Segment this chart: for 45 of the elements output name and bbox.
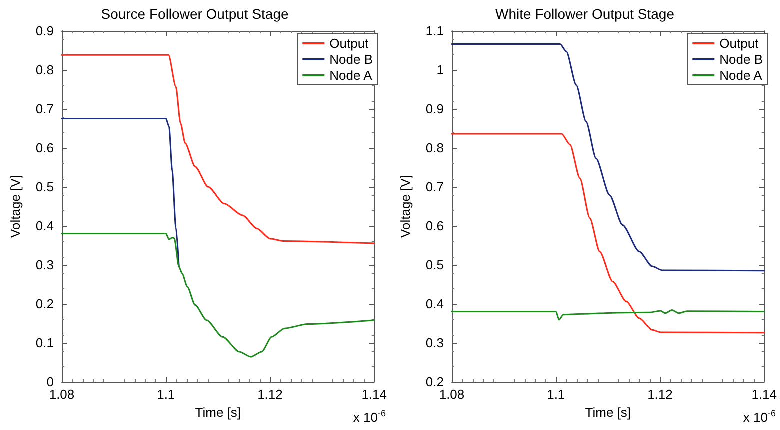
line-series — [451, 133, 766, 334]
x-tick-label: 1.08 — [439, 387, 465, 402]
y-tick-label: 0.4 — [36, 218, 54, 234]
y-axis-title: Voltage [V] — [398, 175, 413, 238]
chart-title: Source Follower Output Stage — [101, 6, 289, 22]
x-tick-label: 1.12 — [258, 387, 283, 402]
y-tick-label: 0.9 — [426, 102, 444, 116]
x-tick-label: 1.14 — [362, 387, 388, 402]
y-tick-label: 0.8 — [36, 62, 54, 78]
legend-label: Node B — [330, 52, 374, 67]
y-tick-label: 0.8 — [426, 140, 444, 156]
x-tick-label: 1.1 — [547, 387, 566, 402]
y-tick-label: 0.7 — [36, 102, 54, 116]
y-tick-label: 0.6 — [36, 140, 54, 156]
y-tick-label: 0.3 — [426, 336, 444, 350]
y-tick-label: 0 — [46, 374, 54, 390]
y-tick-label: 0.4 — [426, 296, 444, 312]
y-tick-label: 0.5 — [36, 180, 54, 194]
y-tick-label: 1 — [436, 62, 444, 78]
y-tick-label: 0.2 — [36, 296, 54, 312]
y-tick-label: 0.9 — [36, 24, 54, 38]
legend-label: Output — [720, 36, 760, 51]
legend-label: Node A — [330, 68, 373, 83]
line-series — [61, 54, 376, 244]
x-tick-label: 1.12 — [648, 387, 673, 402]
line-series — [61, 233, 376, 358]
y-tick-label: 0.7 — [426, 180, 444, 194]
legend-label: Output — [330, 36, 370, 51]
y-axis-title: Voltage [V] — [8, 175, 23, 238]
x-tick-label: 1.08 — [49, 387, 75, 402]
y-tick-label: 0.2 — [426, 374, 444, 390]
y-tick-label: 0.5 — [426, 258, 444, 272]
x-tick-label: 1.14 — [752, 387, 778, 402]
y-tick-label: 1.1 — [426, 24, 444, 38]
y-tick-label: 0.6 — [426, 218, 444, 234]
x-axis-title: Time [s] — [195, 404, 242, 420]
legend-label: Node B — [720, 52, 764, 67]
chart-title: White Follower Output Stage — [496, 6, 675, 22]
legend-label: Node A — [720, 68, 763, 83]
x-tick-label: 1.1 — [157, 387, 176, 402]
y-tick-label: 0.1 — [36, 336, 54, 350]
line-series — [61, 118, 180, 268]
line-series — [451, 309, 766, 321]
y-tick-label: 0.3 — [36, 258, 54, 272]
x-axis-title: Time [s] — [585, 404, 632, 420]
